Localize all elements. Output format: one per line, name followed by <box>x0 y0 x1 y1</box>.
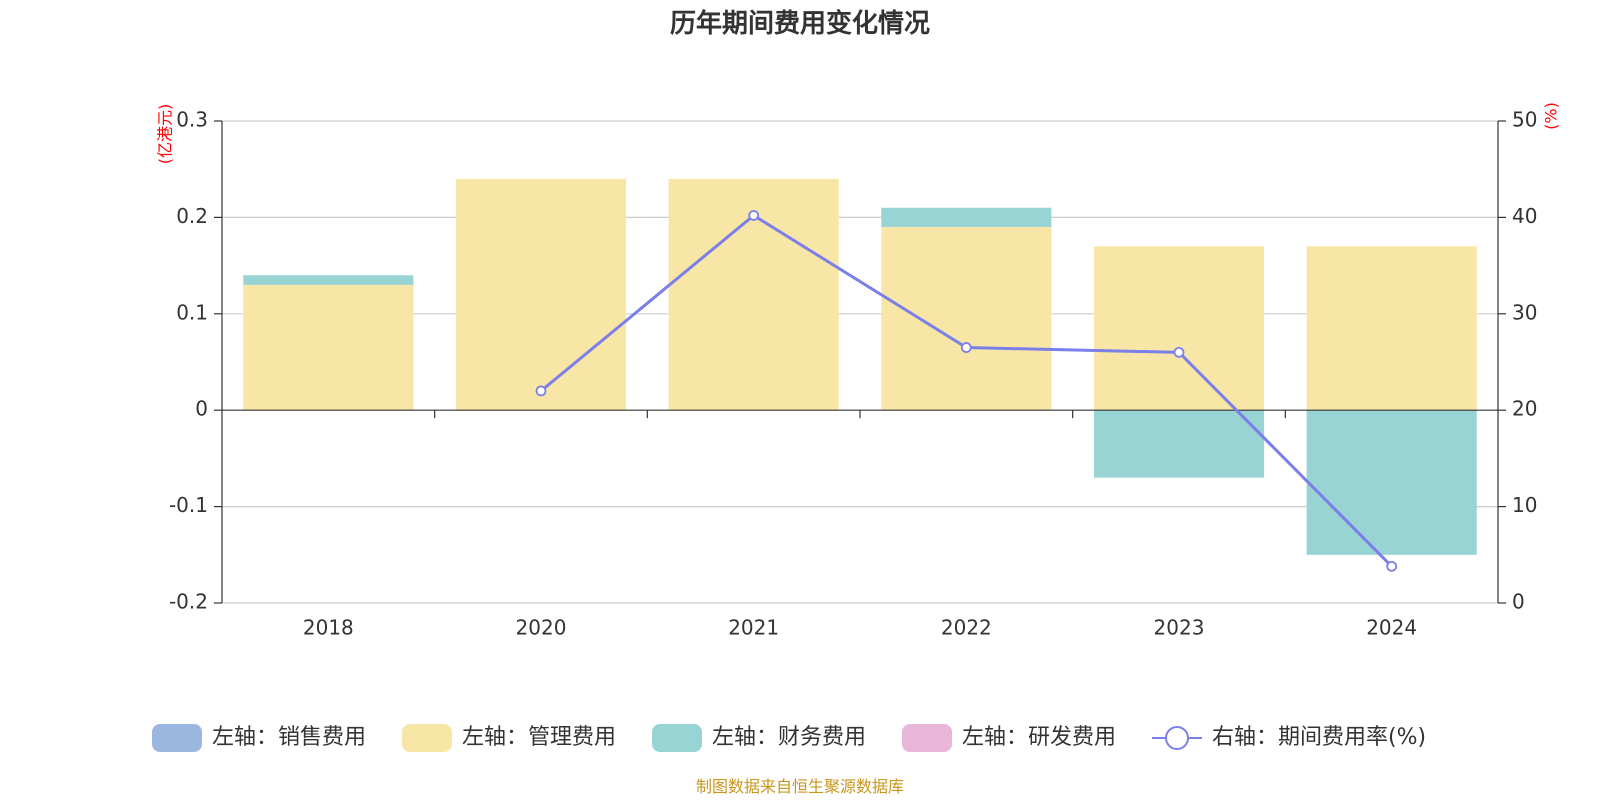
legend-swatch-finance <box>652 724 702 752</box>
x-tick-label: 2024 <box>1366 616 1417 640</box>
rate-point-2020 <box>535 385 547 397</box>
rate-point-2024 <box>1386 560 1398 572</box>
bar-finance-2023 <box>1093 410 1265 478</box>
right-axis-unit: (%) <box>1542 102 1561 130</box>
left-tick-label: -0.2 <box>169 590 208 614</box>
legend-swatch-sales <box>152 724 202 752</box>
bar-finance-2018 <box>243 275 414 285</box>
right-tick-label: 0 <box>1512 590 1525 614</box>
rate-point-2023 <box>1173 346 1185 358</box>
legend-swatch-rnd <box>902 724 952 752</box>
rate-point-2022 <box>960 342 972 353</box>
left-tick-label: 0.3 <box>176 108 208 132</box>
grid-lines <box>222 120 1498 604</box>
bars <box>243 178 1477 555</box>
legend-label-finance: 左轴：财务费用 <box>712 725 866 750</box>
source-note: 制图数据来自恒生聚源数据库 <box>696 777 904 796</box>
legend-label-admin: 左轴：管理费用 <box>462 725 616 750</box>
right-tick-label: 50 <box>1512 108 1537 132</box>
x-tick-label: 2022 <box>941 616 992 640</box>
bar-finance-2024 <box>1306 410 1477 555</box>
rate-point-2021 <box>748 210 760 221</box>
bar-admin-2018 <box>243 284 414 411</box>
legend: 左轴：销售费用 左轴：管理费用 左轴：财务费用 左轴：研发费用 右轴：期间费用率(%) <box>152 724 1426 752</box>
left-tick-label: -0.1 <box>169 493 208 517</box>
axes <box>214 120 1506 604</box>
left-tick-label: 0 <box>195 397 208 421</box>
right-tick-label: 30 <box>1512 300 1537 324</box>
bar-admin-2020 <box>455 178 627 411</box>
legend-label-rate: 右轴：期间费用率(%) <box>1212 725 1426 750</box>
x-tick-label: 2018 <box>303 616 354 640</box>
left-tick-label: 0.2 <box>176 204 208 228</box>
legend-swatch-admin <box>402 724 452 752</box>
right-tick-label: 40 <box>1512 204 1537 228</box>
bar-admin-2023 <box>1093 246 1265 411</box>
chart-title: 历年期间费用变化情况 <box>670 8 930 39</box>
right-tick-label: 10 <box>1512 493 1537 517</box>
bar-admin-2024 <box>1306 246 1477 411</box>
tick-labels: 0.3 0.2 0.1 0 -0.1 -0.2 50 40 30 20 10 0 2018 2020 202… <box>169 108 1537 640</box>
legend-label-rnd: 左轴：研发费用 <box>962 725 1116 750</box>
left-tick-label: 0.1 <box>176 300 208 324</box>
x-tick-label: 2020 <box>516 616 567 640</box>
rate-line <box>535 210 1398 572</box>
legend-marker-rate <box>1165 726 1189 750</box>
legend-label-sales: 左轴：销售费用 <box>212 725 366 750</box>
x-tick-label: 2021 <box>728 616 779 640</box>
x-tick-label: 2023 <box>1154 616 1205 640</box>
right-tick-label: 20 <box>1512 397 1537 421</box>
bar-admin-2022 <box>881 227 1052 411</box>
left-axis-unit: (亿港元) <box>156 104 175 165</box>
bar-finance-2022 <box>881 207 1052 228</box>
